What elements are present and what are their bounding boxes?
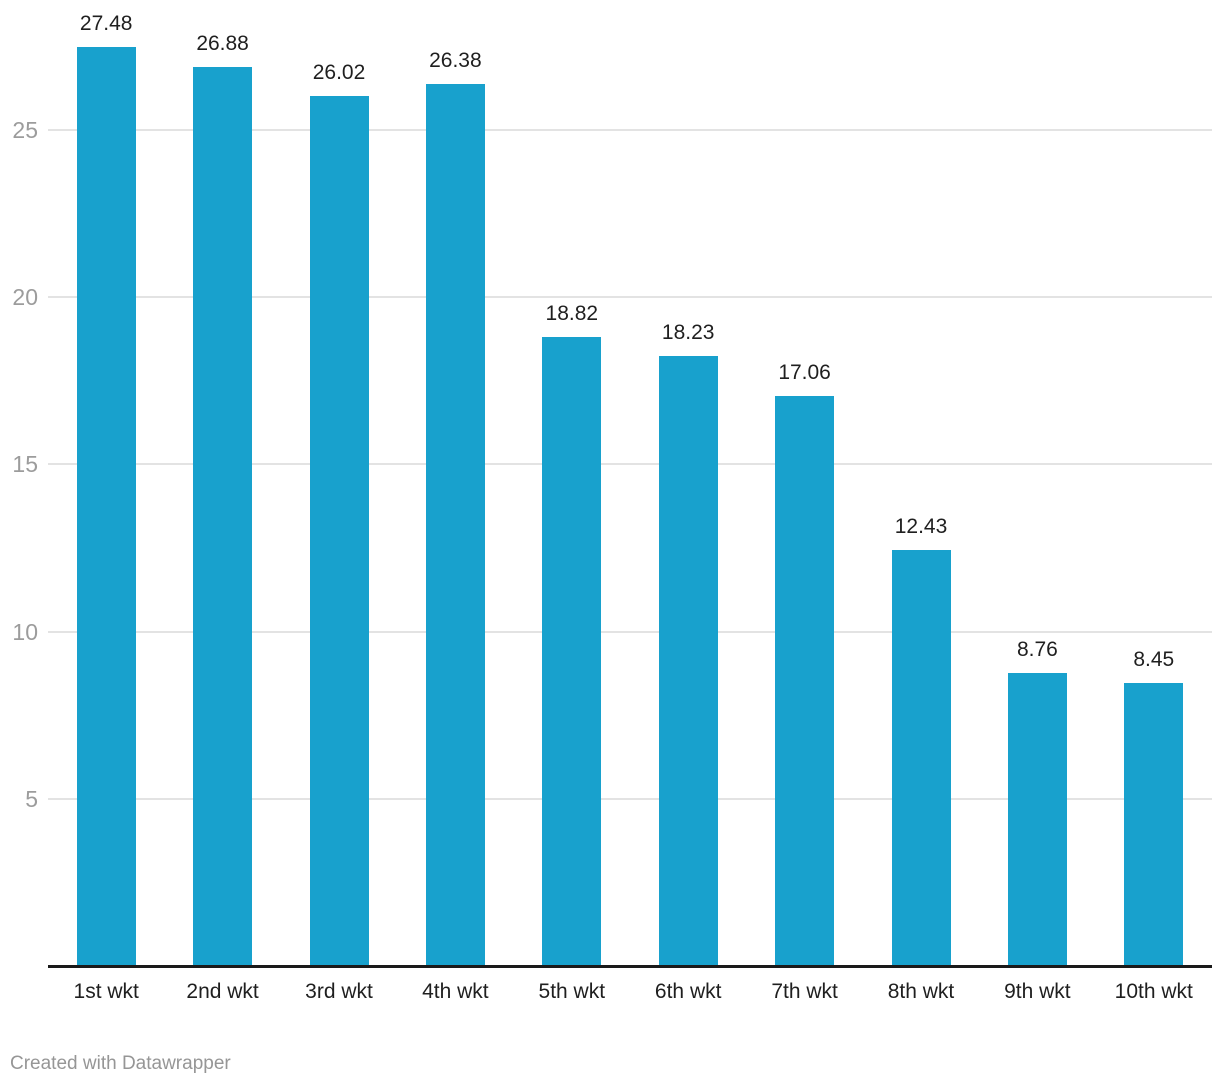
gridline [48,630,1212,633]
bar [775,395,835,966]
bar [193,67,253,966]
y-tick-label: 15 [12,451,38,478]
x-tick-label: 9th wkt [1004,980,1071,1003]
x-tick-label: 8th wkt [887,980,955,1003]
bar [891,550,951,966]
x-tick-label: 5th wkt [538,980,606,1003]
bar [76,47,136,966]
bar-chart: 5 10 15 20 25 27.48 1st wkt 26.88 2nd wkt 26.02 3r… [12,12,1212,1003]
bar-value-label: 18.23 [661,321,715,345]
x-tick-label: 3rd wkt [305,980,373,1003]
gridline [48,463,1212,466]
y-tick-label: 25 [12,117,38,143]
y-tick-label: 10 [12,618,38,645]
gridline [48,129,1212,131]
bar-value-label: 12.43 [894,515,948,539]
bar-value-label: 17.06 [778,360,831,384]
y-tick-label: 20 [12,284,38,311]
x-axis-line [48,965,1212,968]
x-tick-label: 6th wkt [654,980,722,1003]
y-tick-label: 5 [25,785,38,812]
x-tick-label: 7th wkt [771,980,838,1003]
bar [1007,673,1067,966]
gridline [48,296,1212,299]
attribution-text: Created with Datawrapper [10,1053,231,1074]
bar [542,336,602,966]
x-tick-label: 2nd wkt [186,980,259,1003]
bar [1124,683,1184,966]
x-tick-label: 10th wkt [1114,980,1193,1003]
bar-value-label: 27.48 [79,12,133,36]
bar [658,356,718,966]
bar-value-label: 26.88 [196,32,249,56]
gridline [48,797,1212,800]
bar-value-label: 26.38 [429,48,482,72]
bar [309,95,369,966]
x-tick-label: 1st wkt [73,980,139,1003]
bar-value-label: 8.76 [1016,638,1058,662]
x-tick-label: 4th wkt [422,980,489,1003]
bar-value-label: 18.82 [545,301,599,325]
bar-value-label: 8.45 [1133,648,1175,672]
bar [425,83,485,966]
bar-value-label: 26.02 [312,60,366,84]
